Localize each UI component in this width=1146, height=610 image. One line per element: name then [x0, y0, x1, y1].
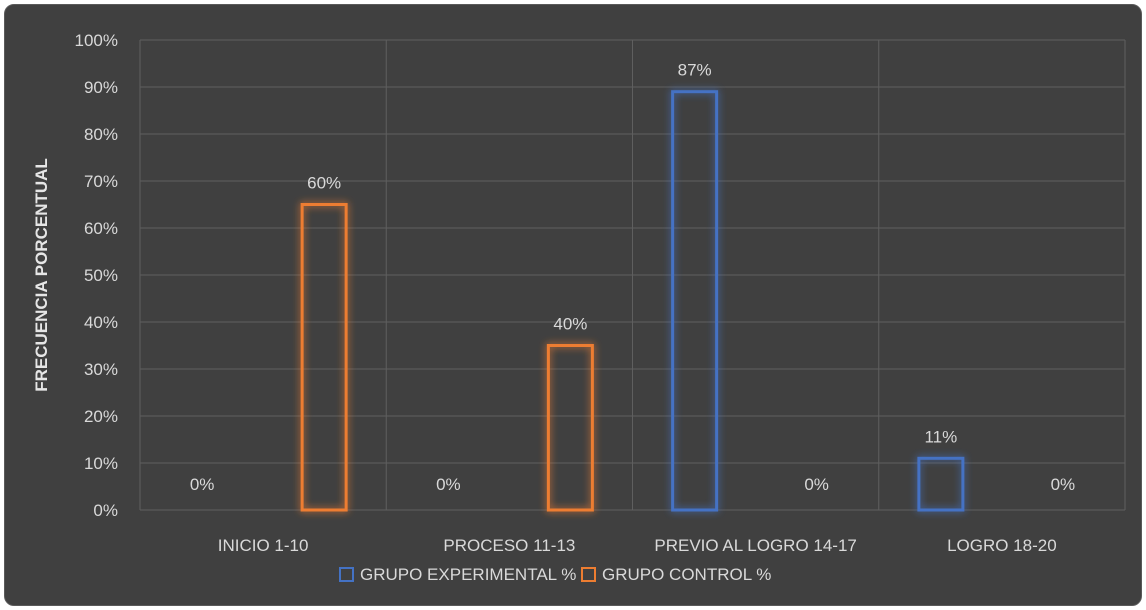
x-category-label: PROCESO 11-13 — [443, 536, 575, 555]
y-tick-label: 100% — [75, 31, 118, 50]
data-label: 0% — [1051, 475, 1076, 494]
bar-experimental — [671, 90, 719, 512]
y-tick-label: 80% — [84, 125, 118, 144]
y-axis-ticks: 0% 10% 20% 30% 40% 50% 60% 70% 80% 90% 100% — [75, 31, 118, 520]
legend-label: GRUPO CONTROL % — [602, 565, 771, 584]
y-tick-label: 60% — [84, 219, 118, 238]
y-tick-label: 10% — [84, 454, 118, 473]
bar-experimental — [917, 456, 965, 512]
y-tick-label: 20% — [84, 407, 118, 426]
data-label: 11% — [924, 427, 957, 446]
bar-control — [300, 203, 348, 512]
x-category-label: INICIO 1-10 — [218, 536, 309, 555]
y-tick-label: 70% — [84, 172, 118, 191]
data-label: 0% — [436, 475, 461, 494]
legend-label: GRUPO EXPERIMENTAL % — [360, 565, 576, 584]
y-axis-label: FRECUENCIA PORCENTUAL — [32, 158, 51, 392]
data-label: 87% — [678, 61, 712, 80]
chart-frame — [4, 4, 1142, 606]
y-tick-label: 0% — [93, 501, 118, 520]
legend: GRUPO EXPERIMENTAL % GRUPO CONTROL % — [339, 565, 771, 584]
y-tick-label: 50% — [84, 266, 118, 285]
data-label: 40% — [553, 315, 587, 334]
y-tick-label: 30% — [84, 360, 118, 379]
bars — [300, 90, 965, 512]
y-tick-label: 90% — [84, 78, 118, 97]
x-category-label: PREVIO AL LOGRO 14-17 — [654, 536, 857, 555]
data-label: 0% — [804, 475, 829, 494]
legend-swatch — [581, 567, 596, 582]
gridlines — [139, 39, 1126, 511]
legend-swatch — [339, 567, 354, 582]
data-label: 60% — [307, 174, 341, 193]
data-label: 0% — [190, 475, 215, 494]
x-category-label: LOGRO 18-20 — [947, 536, 1057, 555]
x-axis-categories: INICIO 1-10 PROCESO 11-13 PREVIO AL LOGRO … — [218, 536, 1057, 555]
data-labels: 0% 60% 0% 40% 87% 0% 11% 0% — [190, 61, 1075, 494]
bar-control — [546, 344, 594, 512]
y-tick-label: 40% — [84, 313, 118, 332]
